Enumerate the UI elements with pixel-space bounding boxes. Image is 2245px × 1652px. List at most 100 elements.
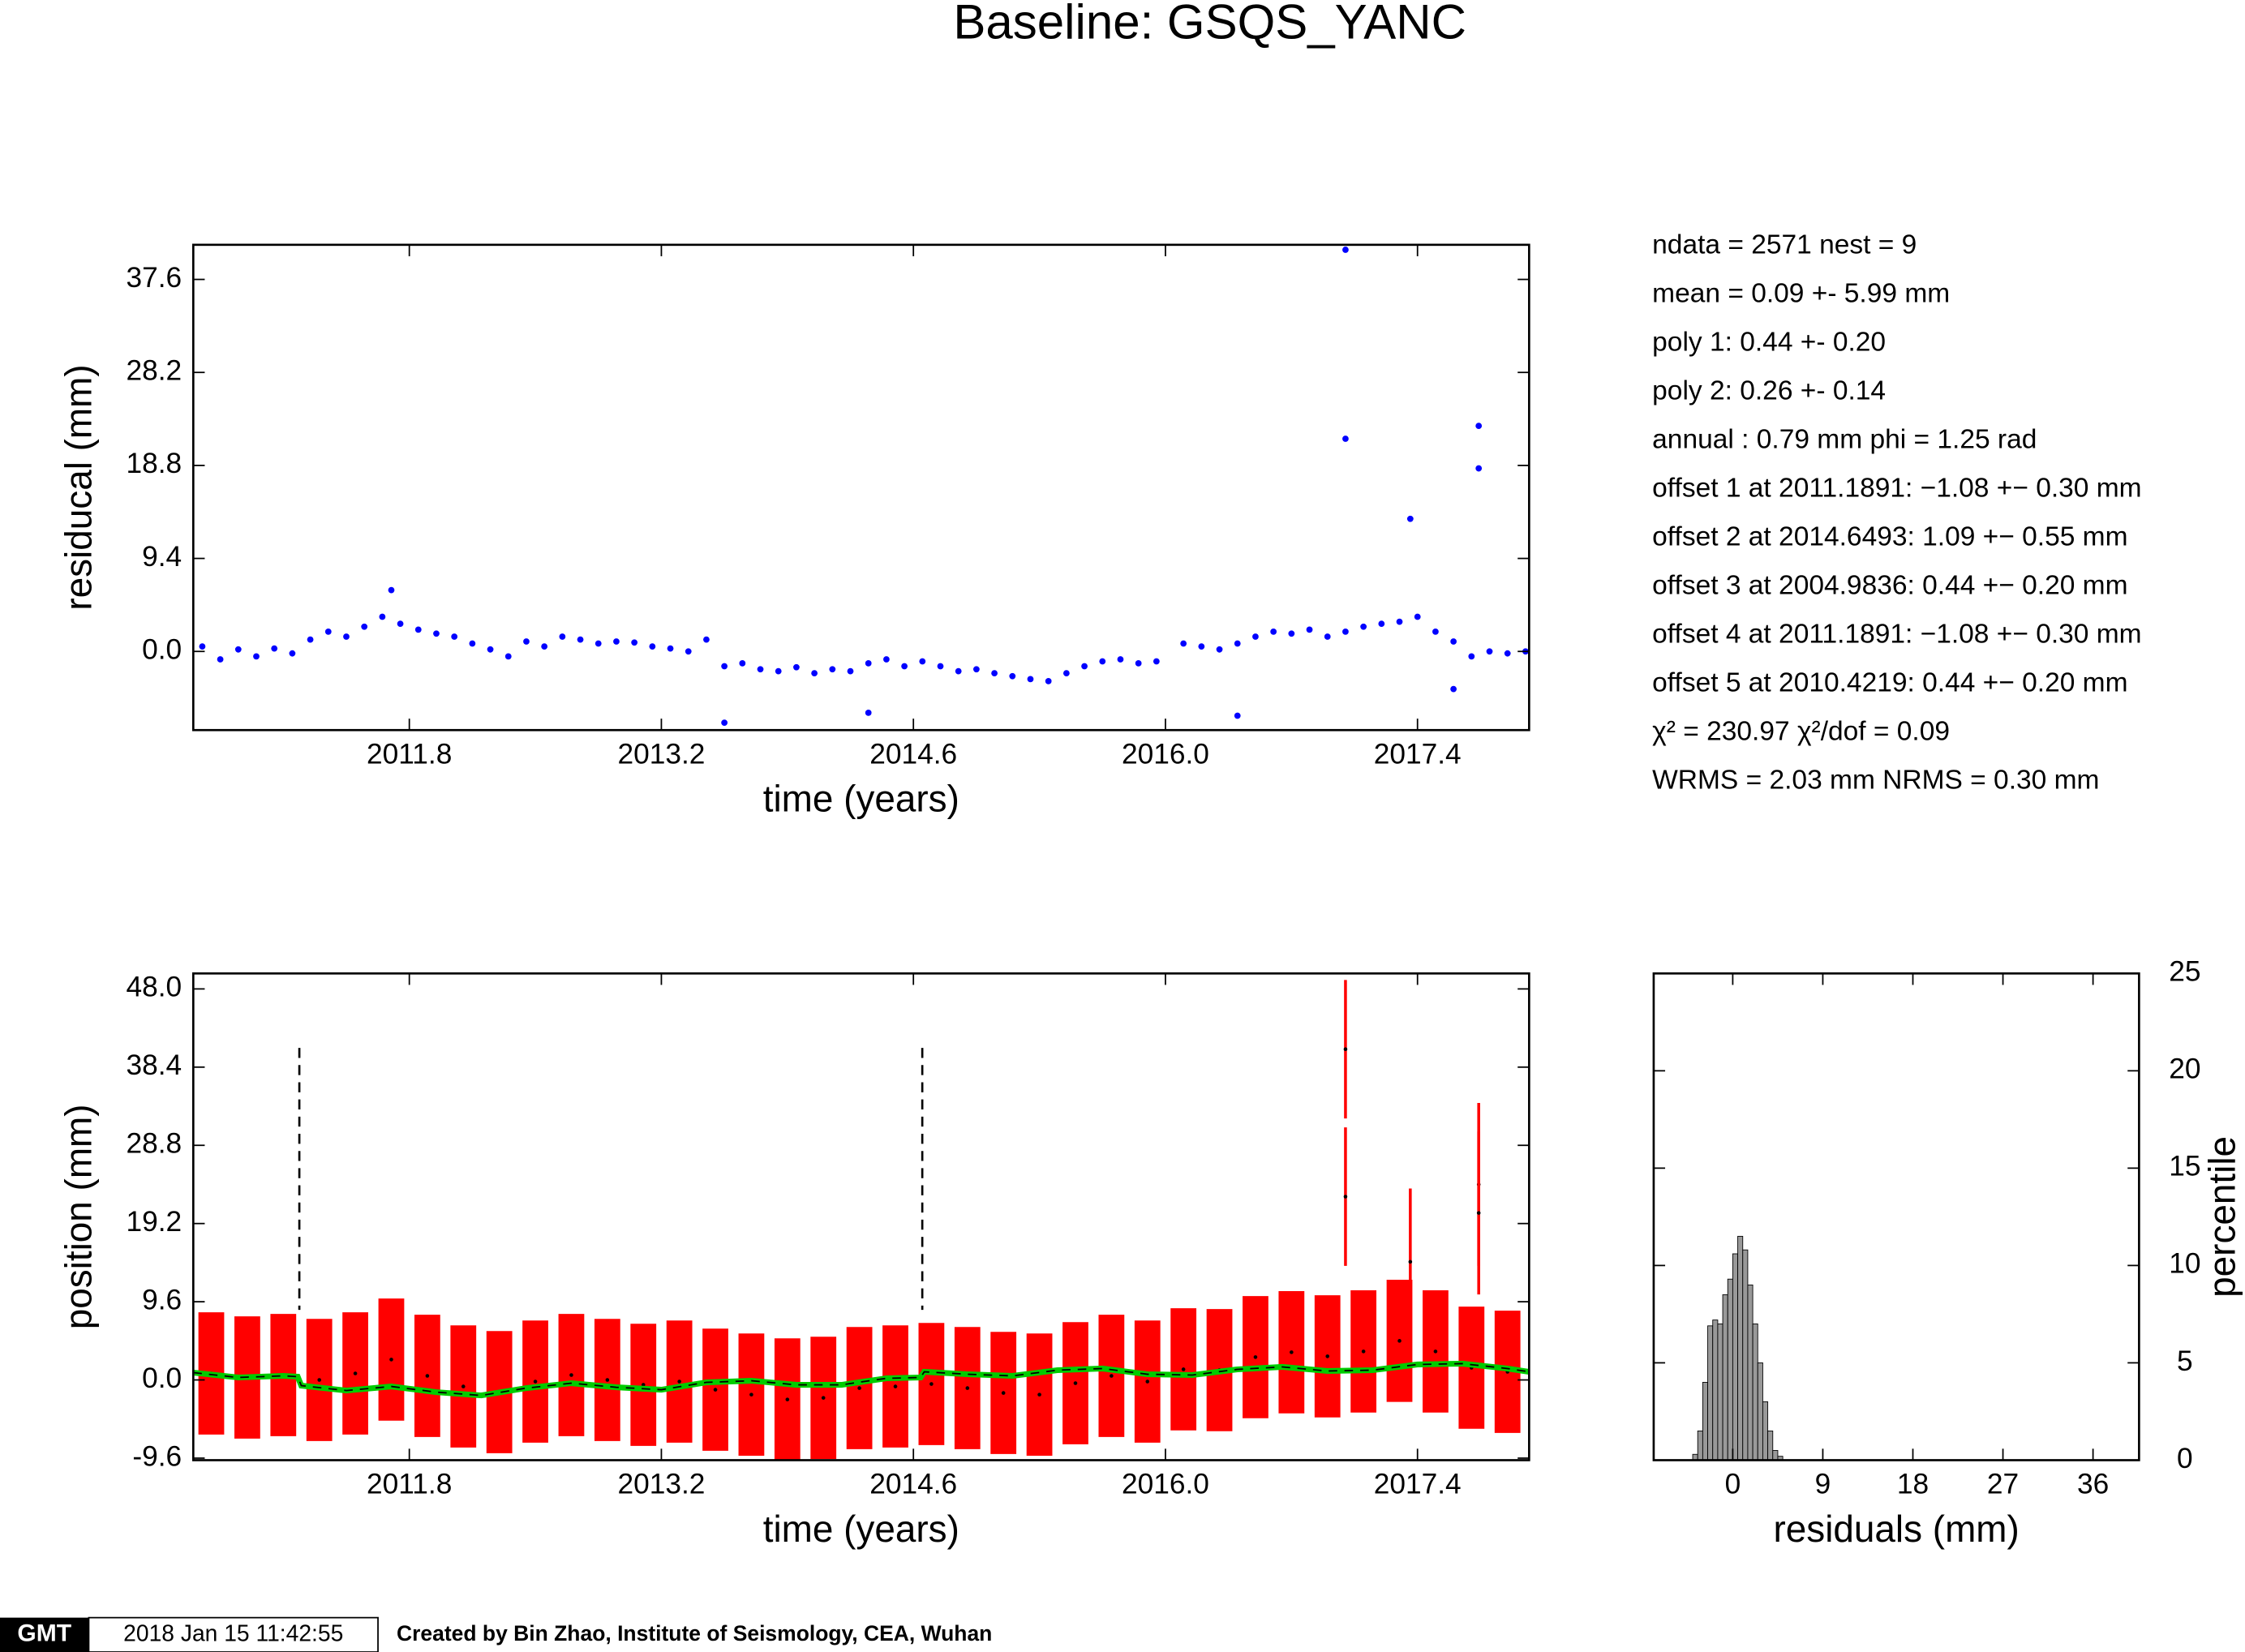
x-tick-label: 2014.6: [869, 1469, 957, 1500]
histogram-bar: [1722, 1294, 1728, 1461]
position-point: [965, 1386, 970, 1390]
x-tick-label: 2013.2: [617, 738, 705, 770]
position-point: [1145, 1380, 1150, 1384]
y-axis-label: position (mm): [58, 1104, 100, 1329]
outlier-point: [1476, 1211, 1481, 1215]
residual-point: [1153, 658, 1160, 665]
residual-point: [595, 640, 602, 647]
residual-point: [649, 643, 656, 650]
residual-point: [955, 667, 962, 675]
residual-point: [397, 620, 404, 627]
residual-point: [865, 710, 872, 716]
histogram-bar: [1727, 1278, 1733, 1461]
residual-point: [379, 613, 386, 620]
x-tick-label: 27: [1987, 1469, 2019, 1500]
residual-point: [1045, 677, 1052, 684]
y-tick-label: 19.2: [126, 1206, 182, 1238]
position-point: [677, 1380, 681, 1384]
residual-point: [1342, 247, 1349, 253]
residual-point: [937, 663, 944, 670]
residual-point: [1406, 515, 1414, 522]
residual-point: [1081, 663, 1088, 670]
position-point: [1253, 1355, 1258, 1359]
position-point: [1397, 1339, 1402, 1343]
position-point: [713, 1388, 718, 1392]
logo-box: [0, 1617, 89, 1652]
residual-point: [1270, 628, 1277, 635]
x-tick-label: 0: [1725, 1469, 1741, 1500]
histogram-bar: [1777, 1456, 1784, 1461]
position-point: [353, 1371, 358, 1375]
stat-line: offset 2 at 2014.6493: 1.09 +− 0.55 mm: [1652, 522, 2127, 552]
residual-point: [901, 663, 908, 670]
stat-line: χ² = 230.97 χ²/dof = 0.09: [1652, 717, 1950, 747]
y-tick-label: 5: [2177, 1345, 2193, 1377]
histogram-bar: [1762, 1401, 1769, 1461]
residual-point: [613, 638, 620, 645]
residual-point: [1450, 685, 1457, 693]
residual-point: [1450, 638, 1457, 645]
residual-point: [1234, 640, 1241, 647]
histogram-bar: [1707, 1325, 1714, 1461]
histogram-bar: [1712, 1319, 1719, 1461]
y-tick-label: 15: [2169, 1151, 2200, 1182]
stat-line: mean = 0.09 +- 5.99 mm: [1652, 278, 1950, 308]
position-point: [857, 1386, 861, 1390]
position-point: [785, 1397, 790, 1401]
residual-point: [793, 663, 800, 671]
y-tick-label: 0: [2177, 1443, 2193, 1474]
y-axis-label: residucal (mm): [58, 364, 100, 610]
x-axis-label: time (years): [763, 778, 959, 820]
x-tick-label: 2017.4: [1374, 1469, 1462, 1500]
y-tick-label: 37.6: [126, 262, 182, 294]
logo: GMT: [17, 1620, 71, 1647]
residual-point: [775, 667, 782, 675]
histogram-bar: [1737, 1235, 1744, 1461]
residual-point: [1306, 626, 1313, 633]
histogram-bar: [1717, 1323, 1723, 1461]
stat-line: offset 1 at 2011.1891: −1.08 +− 0.30 mm: [1652, 474, 2141, 504]
stat-line: offset 5 at 2010.4219: 0.44 +− 0.20 mm: [1652, 668, 2127, 698]
outlier-point: [1343, 1047, 1348, 1052]
position-point: [317, 1378, 321, 1382]
x-axis-label: time (years): [763, 1508, 959, 1550]
histogram-bar: [1772, 1450, 1779, 1461]
x-tick-label: 2014.6: [869, 738, 957, 770]
y-tick-label: 9.6: [142, 1284, 182, 1315]
residual-point: [523, 638, 530, 645]
residual-point: [811, 670, 818, 676]
plot-frame: [191, 243, 1530, 732]
residual-point: [504, 653, 512, 660]
residual-point: [1432, 628, 1439, 635]
residual-point: [1342, 628, 1349, 635]
figure-title: Baseline: GSQS_YANC: [953, 0, 1466, 49]
y-tick-label: 28.2: [126, 355, 182, 387]
residual-point: [847, 667, 854, 675]
residual-point: [217, 656, 224, 663]
position-point: [1433, 1349, 1438, 1354]
residual-point: [1378, 620, 1385, 627]
position-point: [569, 1373, 573, 1377]
residual-point: [685, 648, 692, 655]
x-tick-label: 36: [2077, 1469, 2109, 1500]
residual-point: [1414, 613, 1421, 620]
residual-point: [1342, 436, 1349, 442]
residual-point: [757, 666, 764, 673]
stat-line: annual : 0.79 mm phi = 1.25 rad: [1652, 425, 2037, 455]
residual-point: [703, 636, 710, 643]
residual-point: [1216, 646, 1223, 653]
residual-point: [1504, 650, 1511, 657]
residual-point: [1198, 643, 1205, 650]
residual-point: [1486, 648, 1493, 655]
residual-point: [1360, 623, 1367, 630]
residual-point: [883, 656, 890, 663]
position-point: [1073, 1381, 1078, 1385]
y-tick-label: 18.8: [126, 448, 182, 479]
residual-point: [1027, 676, 1034, 683]
residual-point: [919, 658, 926, 665]
position-point: [1325, 1354, 1330, 1358]
residual-point: [1099, 658, 1106, 665]
residual-point: [1288, 630, 1295, 637]
